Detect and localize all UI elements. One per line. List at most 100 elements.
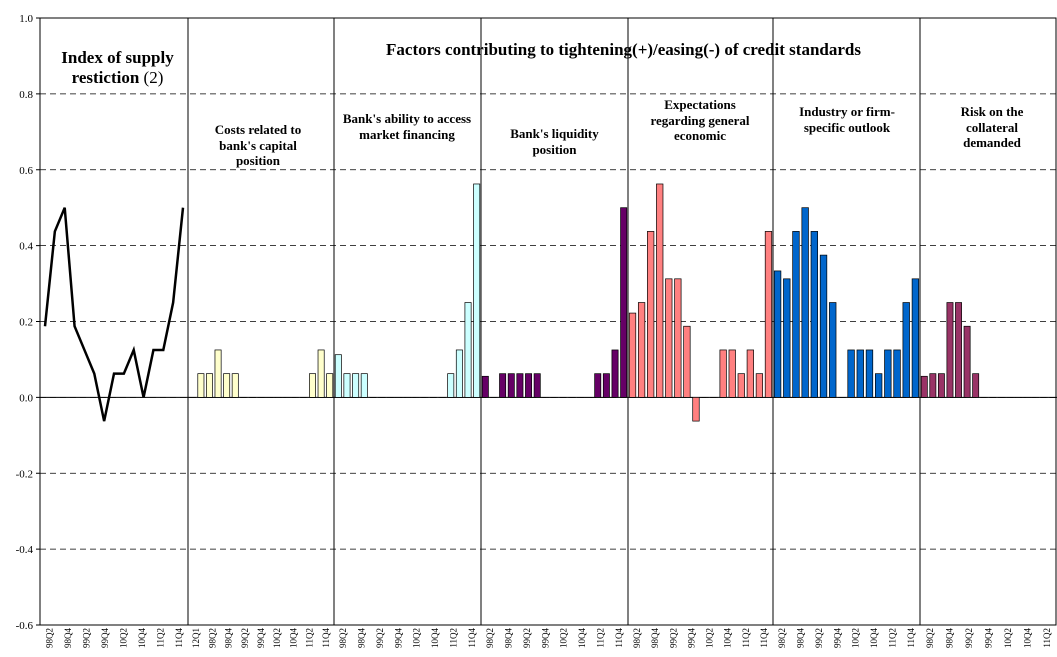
x-tick-label: 99Q4	[256, 628, 266, 648]
bar	[972, 373, 980, 398]
x-tick-label: 10Q2	[559, 628, 569, 648]
panel-label-industry: Industry or firm-specific outlook	[799, 104, 895, 135]
bar	[611, 349, 619, 398]
bar	[473, 183, 481, 398]
x-tick-label: 10Q4	[430, 628, 440, 648]
bar	[360, 373, 368, 398]
bar	[801, 207, 809, 398]
panel-label-capital: Costs related to bank's capital position	[214, 122, 302, 169]
x-tick-label: 98Q4	[224, 628, 234, 648]
y-tick-label: 1.0	[19, 13, 33, 25]
bar	[764, 231, 773, 398]
x-tick-label: 11Q2	[741, 628, 751, 648]
x-tick-label: 98Q2	[207, 628, 217, 648]
panel-label-economic: Expectations regarding general economic	[650, 97, 750, 144]
bar	[674, 278, 682, 398]
bar	[197, 373, 205, 398]
x-tick-label: 99Q4	[984, 628, 994, 648]
bar	[231, 373, 239, 398]
x-tick-label: 98Q2	[632, 628, 642, 648]
x-tick-label: 10Q2	[1003, 628, 1013, 648]
bar	[656, 183, 664, 398]
x-tick-label: 10Q2	[412, 628, 422, 648]
x-tick-label: 10Q4	[869, 628, 879, 648]
bar	[516, 373, 524, 398]
bar	[810, 231, 819, 398]
x-tick-label: 11Q2	[448, 628, 458, 648]
bar	[755, 373, 764, 398]
bar	[317, 349, 325, 398]
bar	[343, 373, 351, 398]
x-tick-label: 98Q4	[796, 628, 806, 648]
x-tick-label: 99Q2	[81, 628, 91, 648]
bar	[533, 373, 541, 398]
x-tick-label: 11Q2	[1042, 628, 1052, 648]
bar	[937, 373, 945, 398]
bar	[847, 349, 855, 398]
y-tick-label: -0.6	[16, 620, 34, 632]
bar	[326, 373, 334, 398]
x-tick-label: 10Q4	[288, 628, 298, 648]
x-tick-label: 11Q2	[305, 628, 315, 648]
x-tick-label: 10Q4	[577, 628, 587, 648]
bar	[737, 373, 745, 398]
x-tick-label: 98Q2	[338, 628, 348, 648]
bar	[481, 375, 489, 398]
x-tick-label: 11Q4	[174, 628, 184, 648]
bar	[874, 373, 883, 398]
panel-label-index-title: Index of supply restiction	[61, 48, 174, 88]
x-tick-label: 10Q2	[705, 628, 715, 648]
bar	[884, 349, 892, 398]
bar	[920, 375, 928, 398]
panel-label-market-financing: Bank's ability to access market financin…	[342, 111, 472, 142]
bar	[628, 312, 637, 398]
x-tick-label: 10Q4	[137, 628, 147, 648]
x-tick-label: 11Q4	[614, 628, 624, 648]
x-tick-label: 10Q2	[118, 628, 128, 648]
x-tick-label: 10Q2	[272, 628, 282, 648]
x-tick-label: 99Q4	[100, 628, 110, 648]
x-tick-label: 10Q4	[1023, 628, 1033, 648]
bar	[637, 302, 646, 398]
x-tick-label: 10Q2	[851, 628, 861, 648]
y-tick-label: 0.8	[19, 89, 33, 101]
x-tick-label: 99Q2	[240, 628, 250, 648]
bar	[692, 397, 700, 422]
x-tick-label: 98Q4	[357, 628, 367, 648]
bar	[929, 373, 937, 398]
bar	[783, 278, 791, 398]
panel-label-collateral: Risk on the collateral demanded	[960, 104, 1024, 151]
bar	[728, 349, 736, 398]
bar	[719, 349, 727, 398]
x-tick-label: 11Q4	[321, 628, 331, 648]
x-tick-label: 98Q2	[485, 628, 495, 648]
bar	[683, 325, 691, 398]
bar	[946, 302, 954, 398]
x-tick-label: 98Q2	[777, 628, 787, 648]
bar	[507, 373, 515, 398]
x-tick-label: 99Q2	[668, 628, 678, 648]
x-tick-label: 99Q2	[375, 628, 385, 648]
y-tick-label: 0.2	[19, 317, 33, 329]
bar	[665, 278, 673, 398]
x-tick-label: 98Q4	[504, 628, 514, 648]
x-tick-label: 99Q2	[522, 628, 532, 648]
bar	[352, 373, 360, 398]
y-tick-label: 0.6	[19, 165, 33, 177]
x-tick-label: 10Q4	[723, 628, 733, 648]
bar	[525, 373, 533, 398]
bar	[223, 373, 231, 398]
x-tick-label: 98Q4	[944, 628, 954, 648]
x-tick-label: 98Q2	[925, 628, 935, 648]
panel-label-index: Index of supply restiction (2)	[50, 48, 185, 89]
x-tick-label: 11Q4	[759, 628, 769, 648]
bar	[773, 270, 782, 398]
bar	[893, 349, 901, 398]
bar	[746, 349, 754, 398]
x-tick-label: 98Q4	[650, 628, 660, 648]
bar	[647, 231, 655, 398]
bar	[829, 302, 837, 398]
y-tick-label: -0.4	[16, 544, 34, 556]
bar	[499, 373, 507, 398]
x-tick-label: 99Q2	[964, 628, 974, 648]
